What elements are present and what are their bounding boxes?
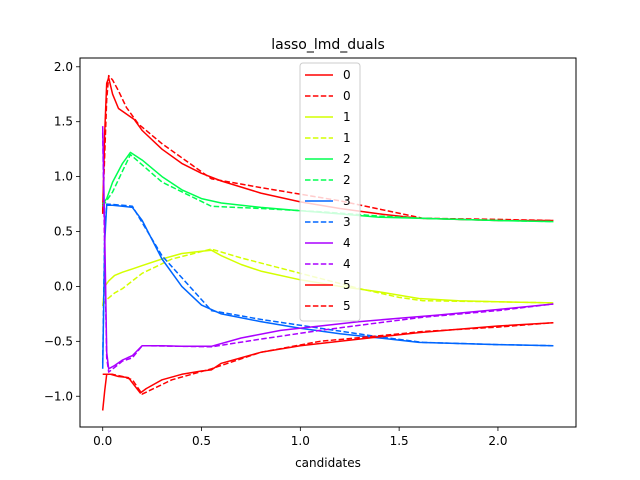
legend-label: 0 bbox=[343, 68, 351, 82]
legend-box bbox=[299, 62, 361, 322]
x-tick-label: 1.0 bbox=[291, 434, 310, 448]
x-axis-label: candidates bbox=[295, 456, 361, 470]
y-tick-label: 0.5 bbox=[54, 225, 73, 239]
series-line-1-solid bbox=[101, 249, 554, 307]
series-line-4-dashed bbox=[101, 132, 554, 373]
legend-label: 2 bbox=[343, 152, 351, 166]
series-line-0-dashed bbox=[101, 74, 554, 222]
y-tick-label: 1.0 bbox=[54, 170, 73, 184]
legend-label: 5 bbox=[343, 278, 351, 292]
plot-frame bbox=[79, 57, 577, 428]
legend-label: 4 bbox=[343, 257, 351, 271]
x-tick-label: 2.0 bbox=[488, 434, 507, 448]
legend-label: 4 bbox=[343, 236, 351, 250]
legend-label: 1 bbox=[343, 110, 351, 124]
y-tick-label: 2.0 bbox=[54, 60, 73, 74]
legend-label: 0 bbox=[343, 89, 351, 103]
x-tick-label: 0.0 bbox=[93, 434, 112, 448]
x-axis: 0.0 0.5 1.0 1.5 2.0 bbox=[93, 427, 507, 448]
legend: 0 0 1 1 2 2 3 3 4 4 5 5 bbox=[299, 62, 361, 322]
y-tick-label: −1.0 bbox=[44, 389, 73, 403]
legend-label: 2 bbox=[343, 173, 351, 187]
y-tick-label: 1.5 bbox=[54, 115, 73, 129]
legend-label: 5 bbox=[343, 299, 351, 313]
series-line-1-dashed bbox=[102, 248, 554, 306]
y-tick-label: −0.5 bbox=[44, 334, 73, 348]
series-line-2-dashed bbox=[102, 153, 554, 223]
y-axis: −1.0 −0.5 0.0 0.5 1.0 1.5 2.0 bbox=[44, 60, 80, 403]
series-layer bbox=[101, 74, 554, 411]
legend-label: 3 bbox=[343, 215, 351, 229]
x-tick-label: 1.5 bbox=[390, 434, 409, 448]
legend-label: 3 bbox=[343, 194, 351, 208]
x-tick-label: 0.5 bbox=[192, 434, 211, 448]
chart-title: lasso_lmd_duals bbox=[271, 37, 385, 53]
series-line-4-solid bbox=[101, 126, 554, 370]
y-tick-label: 0.0 bbox=[54, 279, 73, 293]
legend-label: 1 bbox=[343, 131, 351, 145]
series-line-2-solid bbox=[102, 151, 554, 223]
series-line-5-dashed bbox=[102, 321, 554, 395]
series-line-3-dashed bbox=[101, 203, 554, 364]
